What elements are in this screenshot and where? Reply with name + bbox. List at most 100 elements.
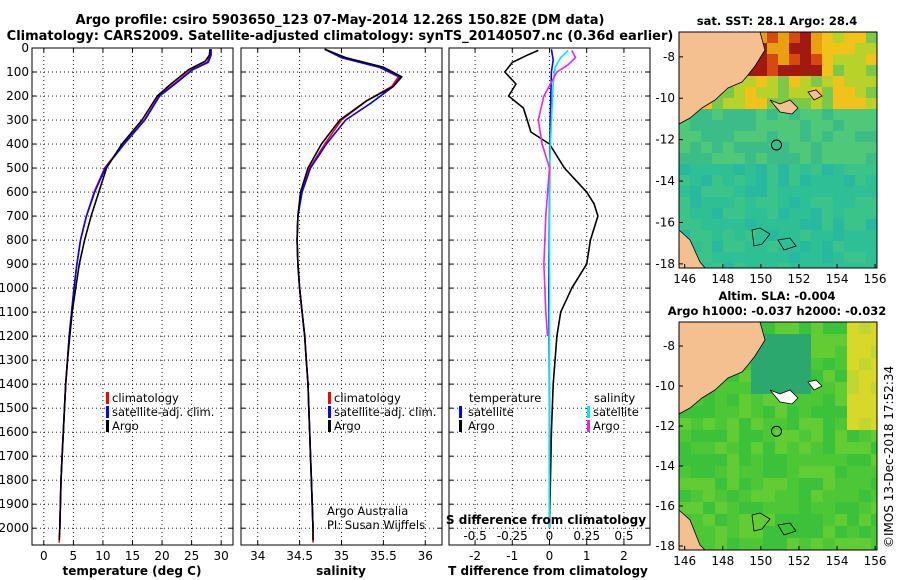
series-line-s-satellite [548,49,569,529]
y-tick-label: 1800 [0,473,29,487]
secondary-tick-label: 0.25 [573,529,600,543]
map-y-tick-label: -12 [655,419,675,433]
map-y-tick-label: -10 [655,379,675,393]
difference-secondary-xlabel: S difference from climatology [446,513,646,527]
island [807,379,823,391]
x-tick-label: 36 [418,549,433,563]
new-guinea-land [679,322,766,415]
map-y-tick-label: -14 [655,459,675,473]
series-line-argo [296,48,403,541]
x-tick-label: 25 [184,549,199,563]
annotation-pi: PI: Susan Wijffels [327,518,425,532]
salinity-xlabel: salinity [316,564,366,578]
series-line-s-argo [537,50,577,337]
legend-swatch-satellite [328,406,331,418]
x-tick-label: 0 [40,549,48,563]
legend-label-climatology: climatology [334,391,401,405]
x-tick-label: -1 [506,549,518,563]
y-tick-label: 1100 [0,305,29,319]
y-tick-label: 500 [6,161,29,175]
legend-label-argo: Argo [334,419,361,433]
temperature-panel: 0100200300400500600700800900100011001200… [0,41,234,563]
map-x-tick-label: 152 [787,272,810,286]
x-tick-label: 34.5 [286,549,313,563]
map-y-tick-label: -18 [655,257,675,271]
legend-label-t-satellite: satellite [468,405,514,419]
legend-swatch-argo [106,420,109,432]
map-y-tick-label: -16 [655,499,675,513]
title-line-2: Climatology: CARS2009. Satellite-adjuste… [6,29,674,44]
map-y-tick-label: -12 [655,133,675,147]
x-tick-label: 15 [125,549,140,563]
map-x-tick-label: 146 [673,272,696,286]
legend-swatch-s-argo [587,420,590,432]
map-x-tick-label: 148 [711,272,734,286]
y-tick-label: 0 [21,41,29,55]
x-tick-label: 0 [546,549,554,563]
y-tick-label: 900 [6,257,29,271]
island [807,89,823,101]
x-tick-label: 5 [70,549,78,563]
legend-swatch-climatology [328,392,331,404]
sla-map: Altim. SLA: -0.004 Argo h1000: -0.037 h2… [655,289,886,568]
sst-map-title: sat. SST: 28.1 Argo: 28.4 [697,14,857,28]
temperature-xlabel: temperature (deg C) [63,564,202,578]
new-guinea-land [679,32,766,125]
map-x-tick-label: 156 [864,272,887,286]
map-x-tick-label: 146 [673,554,696,568]
sla-map-title-1: Altim. SLA: -0.004 [718,289,835,303]
legend-swatch-t-argo [459,420,462,432]
legend-label-satellite: satellite-adj. clim. [112,405,214,419]
y-tick-label: 400 [6,137,29,151]
y-tick-label: 300 [6,113,29,127]
sla-map-title-2: Argo h1000: -0.037 h2000: -0.032 [668,304,887,318]
y-tick-label: 1300 [0,353,29,367]
reefs [751,227,797,251]
difference-panel: -2 -1 0 1 2 [448,47,651,563]
y-tick-label: 1000 [0,281,29,295]
x-tick-label: 34 [250,549,265,563]
timestamp: ©IMOS 13-Dec-2018 17:52:34 [882,366,896,548]
y-tick-label: 1500 [0,401,29,415]
map-x-tick-label: 156 [864,554,887,568]
legend-swatch-satellite [106,406,109,418]
salinity-legend: climatology satellite-adj. clim. Argo Ar… [327,391,436,532]
map-y-tick-label: -14 [655,174,675,188]
y-tick-label: 700 [6,209,29,223]
y-tick-label: 2000 [0,521,29,535]
x-tick-label: -2 [469,549,481,563]
legend-label-t-argo: Argo [468,419,495,433]
difference-xlabel: T difference from climatology [448,564,648,578]
x-tick-label: 2 [620,549,628,563]
x-tick-label: 20 [154,549,169,563]
legend-swatch-s-satellite [587,406,590,418]
series-line-argo [58,49,211,541]
x-tick-label: 30 [214,549,229,563]
map-x-tick-label: 152 [787,554,810,568]
x-tick-label: 35 [334,549,349,563]
annotation-argo-australia: Argo Australia [327,504,408,518]
y-tick-label: 800 [6,233,29,247]
map-y-tick-label: -16 [655,215,675,229]
legend-label-climatology: climatology [112,391,179,405]
x-tick-label: 35.5 [370,549,397,563]
y-tick-label: 1900 [0,497,29,511]
map-y-tick-label: -10 [655,91,675,105]
secondary-tick-label: 0.5 [614,529,633,543]
secondary-tick-label: -0.25 [497,529,528,543]
y-tick-label: 1600 [0,425,29,439]
map-y-tick-label: -8 [663,50,675,64]
difference-legend: temperature satellite Argo salinity sate… [459,391,639,433]
y-tick-label: 600 [6,185,29,199]
salinity-panel: 34 34.5 35 35.5 36 [240,47,443,563]
argo-position-marker [770,139,782,151]
y-tick-label: 100 [6,65,29,79]
y-tick-label: 1700 [0,449,29,463]
map-x-tick-label: 150 [749,554,772,568]
australia-land [679,229,706,268]
island [769,99,799,115]
secondary-tick-label: -0.5 [463,529,486,543]
y-tick-label: 1400 [0,377,29,391]
secondary-ticks: -0.5 -0.25 0 0.25 0.5 [463,529,633,543]
